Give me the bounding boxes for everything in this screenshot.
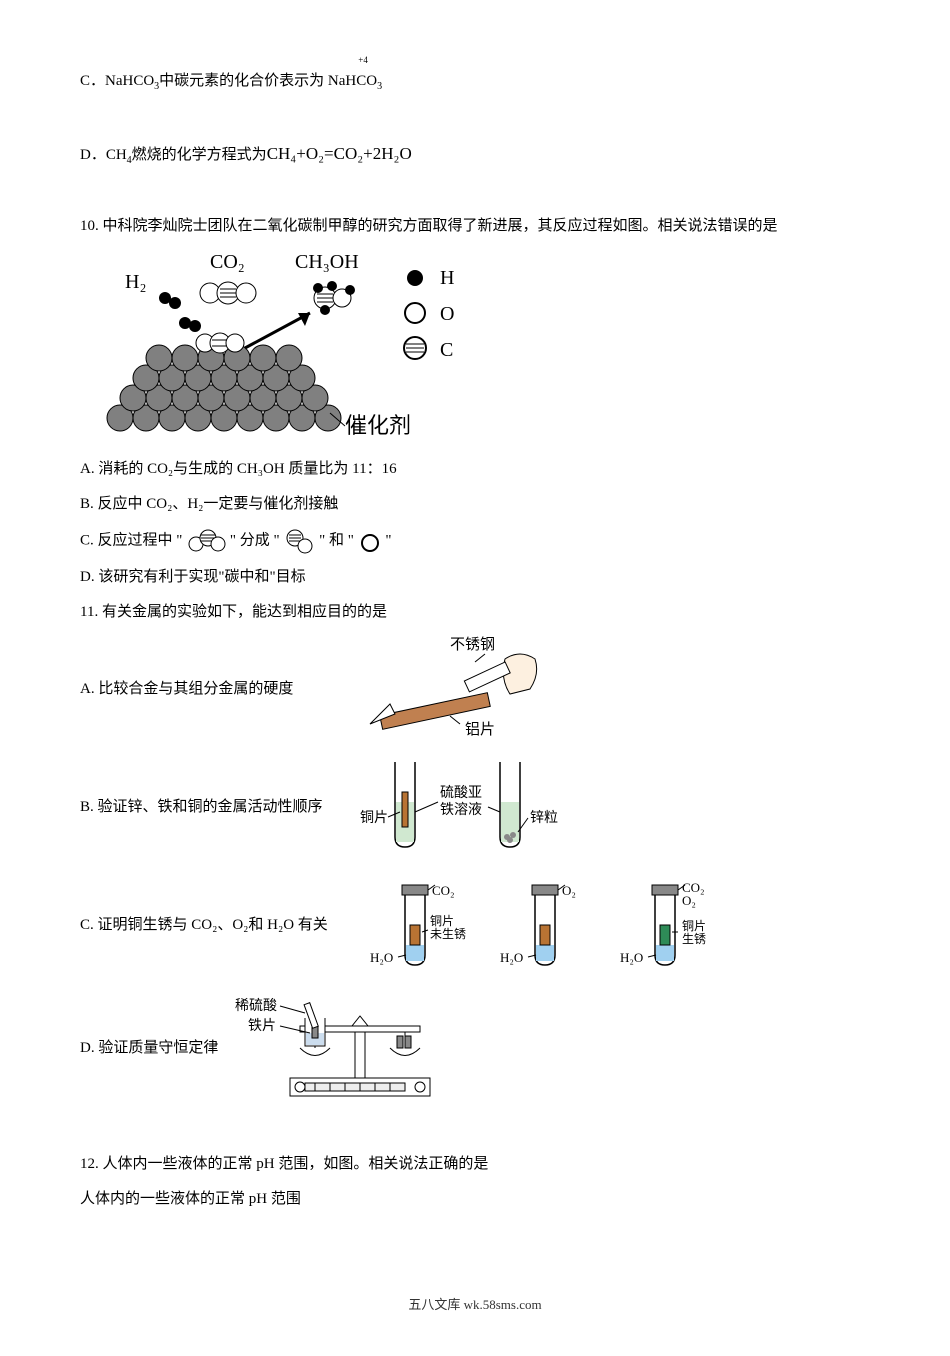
symbol-c: C xyxy=(356,73,366,89)
svg-text:未生锈: 未生锈 xyxy=(430,927,466,941)
text: C．NaHCO xyxy=(80,73,154,89)
symbol-o: O xyxy=(366,73,377,89)
atom-o-icon xyxy=(358,528,382,554)
label-sol-1: 硫酸亚 xyxy=(440,785,482,801)
q9-option-c: C．NaHCO3中碳元素的化合价表示为 NaH+4CO3 xyxy=(80,68,870,96)
label-zn: 锌粒 xyxy=(530,810,558,826)
q11-option-b: B. 验证锌、铁和铜的金属活动性顺序 铜片 硫酸亚 铁溶液 锌粒 xyxy=(80,752,870,862)
text: D．CH xyxy=(80,147,127,163)
label-h2: H₂ xyxy=(125,271,146,293)
label-fe: 铁片 xyxy=(248,1018,276,1034)
label-sol-2: 铁溶液 xyxy=(440,802,482,818)
label-co2: CO₂ xyxy=(210,251,245,273)
page-footer: 五八文库 wk.58sms.com xyxy=(80,1293,870,1316)
svg-text:H₂O: H₂O xyxy=(620,950,643,965)
svg-text:生锈: 生锈 xyxy=(682,932,706,946)
oxidation-mark: +4 xyxy=(358,58,368,63)
q12-line1: 12. 人体内一些液体的正常 pH 范围，如图。相关说法正确的是 xyxy=(80,1151,870,1178)
text: " xyxy=(385,532,391,548)
label-ch3oh: CH₃OH xyxy=(295,251,359,273)
text: D. 验证质量守恒定律 xyxy=(80,1035,230,1062)
label-cu: 铜片 xyxy=(360,810,388,826)
q12-line2: 人体内的一些液体的正常 pH 范围 xyxy=(80,1186,870,1213)
molecule-co-icon xyxy=(283,526,315,556)
subscript: 3 xyxy=(377,81,382,92)
q11-option-c: C. 证明铜生锈与 CO₂、O₂和 H₂O 有关 CO₂ 铜片 未生锈 H₂O … xyxy=(80,870,870,980)
text: B. 验证锌、铁和铜的金属活动性顺序 xyxy=(80,794,360,821)
svg-text:H₂O: H₂O xyxy=(370,950,393,965)
q10-diagram: H₂ CO₂ CH₃OH H O C 催化剂 xyxy=(80,248,870,448)
q10-option-a: A. 消耗的 CO₂与生成的 CH₃OH 质量比为 11：16 xyxy=(80,456,870,483)
q11-stem: 11. 有关金属的实验如下，能达到相应目的的是 xyxy=(80,599,870,626)
q10-stem: 10. 中科院李灿院士团队在二氧化碳制甲醇的研究方面取得了新进展，其反应过程如图… xyxy=(80,213,870,240)
label-acid: 稀硫酸 xyxy=(235,998,277,1014)
svg-text:H₂O: H₂O xyxy=(500,950,523,965)
label-catalyst: 催化剂 xyxy=(345,413,411,438)
text: 中碳元素的化合价表示为 NaH xyxy=(159,73,356,89)
q10-option-d: D. 该研究有利于实现"碳中和"目标 xyxy=(80,564,870,591)
text: " 分成 " xyxy=(230,532,280,548)
q10-option-c: C. 反应过程中 " " 分成 " " 和 " " xyxy=(80,526,870,556)
q11d-figure: 稀硫酸 铁片 xyxy=(230,988,480,1108)
equation: CH₄+O₂=CO₂+2H₂O xyxy=(267,144,412,163)
text: A. 比较合金与其组分金属的硬度 xyxy=(80,676,360,703)
svg-text:铜片: 铜片 xyxy=(430,913,454,928)
legend-c: C xyxy=(440,339,453,361)
text: C. 反应过程中 " xyxy=(80,532,182,548)
q9-option-d: D．CH4燃烧的化学方程式为CH₄+O₂=CO₂+2H₂O xyxy=(80,139,870,170)
label-steel: 不锈钢 xyxy=(450,636,495,653)
molecule-co2-icon xyxy=(186,526,226,556)
text: C. 证明铜生锈与 CO₂、O₂和 H₂O 有关 xyxy=(80,912,360,939)
q11-option-a: A. 比较合金与其组分金属的硬度 不锈钢 铝片 xyxy=(80,634,870,744)
text: " 和 " xyxy=(319,532,354,548)
q11c-figure: CO₂ 铜片 未生锈 H₂O O₂ H₂O CO₂ O₂ xyxy=(360,870,740,980)
svg-text:O₂: O₂ xyxy=(682,893,696,908)
svg-text:铜片: 铜片 xyxy=(682,918,706,933)
text: 燃烧的化学方程式为 xyxy=(132,147,267,163)
legend-h: H xyxy=(440,267,454,289)
q11-option-d: D. 验证质量守恒定律 稀硫酸 铁片 xyxy=(80,988,870,1108)
q10-option-b: B. 反应中 CO₂、H₂一定要与催化剂接触 xyxy=(80,491,870,518)
label-al: 铝片 xyxy=(465,721,495,738)
q11b-figure: 铜片 硫酸亚 铁溶液 锌粒 xyxy=(360,752,580,862)
svg-text:CO₂: CO₂ xyxy=(432,883,455,898)
legend-o: O xyxy=(440,303,454,325)
q11a-figure: 不锈钢 铝片 xyxy=(360,634,550,744)
